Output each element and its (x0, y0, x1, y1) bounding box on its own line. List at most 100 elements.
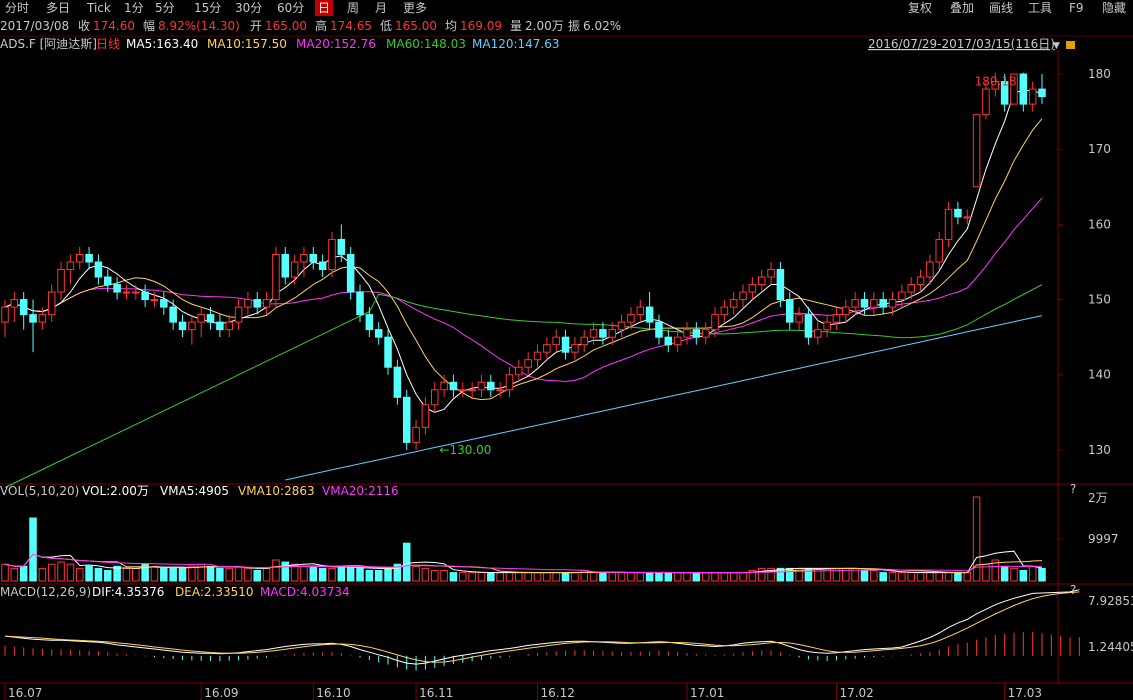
vol-bar-1 (10, 567, 19, 582)
vol-bar-65 (608, 572, 617, 582)
vol-bar-53 (496, 572, 504, 582)
vol-bar-29 (272, 559, 280, 582)
ma5-line (4, 90, 1043, 413)
macd-legend-2: MACD:4.03734 (260, 585, 350, 599)
vol-bar-67 (627, 572, 635, 582)
vol-bar-100 (935, 572, 944, 582)
candle-body-73 (683, 329, 691, 338)
period-tab-10[interactable]: 月 (375, 1, 388, 15)
candle-body-13 (122, 291, 131, 294)
quote-value-0: 2017/03/08 (0, 19, 69, 33)
candle-body-27 (253, 299, 262, 308)
vol-bar-15 (141, 563, 149, 582)
candle-body-1 (10, 299, 19, 308)
price-tick-1: 140 (1088, 368, 1111, 382)
vol-bar-52 (487, 572, 495, 582)
candle-body-30 (281, 253, 290, 278)
candle-body-49 (459, 389, 467, 392)
vol-bar-55 (515, 572, 523, 582)
period-tab-8[interactable]: 日 (315, 0, 334, 16)
candle-body-82 (767, 269, 775, 278)
vol-bar-78 (729, 572, 738, 582)
vol-bar-106 (991, 559, 1000, 582)
candle-body-78 (729, 299, 738, 308)
toolbar-action-5[interactable]: 隐藏 (1102, 1, 1127, 15)
candle-body-75 (701, 329, 710, 338)
candle-body-95 (888, 299, 897, 308)
period-tab-9[interactable]: 周 (347, 1, 360, 15)
vol-bar-35 (328, 567, 336, 582)
vol-legend-label: VOL(5,10,20) (0, 484, 79, 498)
candle-body-110 (1028, 88, 1037, 105)
period-tab-3[interactable]: 1分 (124, 1, 144, 15)
ma-legend-1: MA10:157.50 (207, 37, 287, 51)
candle-body-109 (1019, 73, 1028, 105)
candle-body-81 (757, 276, 766, 286)
toolbar-action-1[interactable]: 叠加 (950, 1, 975, 15)
symbol-label: ADS.F [阿迪达斯] (0, 37, 97, 51)
candle-body-24 (225, 321, 233, 331)
vol-bar-66 (617, 572, 626, 582)
candle-body-77 (720, 306, 729, 316)
period-tab-11[interactable]: 更多 (403, 1, 428, 15)
candle-body-3 (29, 314, 37, 323)
dea-line (4, 591, 1080, 663)
vol-bar-11 (103, 570, 112, 582)
candle-body-52 (487, 381, 495, 391)
vol-bar-75 (701, 572, 710, 582)
candle-body-29 (272, 253, 280, 301)
candle-body-64 (599, 329, 607, 338)
vol-bar-38 (356, 567, 364, 582)
vol-bar-87 (814, 567, 822, 582)
period-tab-1[interactable]: 多日 (46, 1, 71, 15)
candle-body-66 (617, 321, 626, 331)
period-tab-4[interactable]: 5分 (155, 1, 175, 15)
candle-body-53 (496, 389, 504, 392)
vol-bar-97 (907, 572, 915, 582)
vol-bar-19 (178, 567, 187, 582)
candle-body-71 (664, 336, 673, 346)
macd-help-icon: ? (1070, 583, 1076, 597)
candle-body-42 (393, 366, 402, 398)
toolbar-action-3[interactable]: 工具 (1028, 1, 1053, 15)
period-tab-0[interactable]: 分时 (5, 1, 30, 15)
period-tab-6[interactable]: 30分 (235, 1, 263, 15)
vol-bar-56 (524, 572, 532, 582)
vol-bar-9 (85, 565, 93, 582)
vol-bar-25 (234, 565, 243, 582)
vol-bar-96 (898, 572, 906, 582)
candle-body-59 (552, 336, 560, 346)
candle-body-6 (57, 269, 65, 293)
candle-body-45 (421, 404, 430, 428)
vol-bar-14 (132, 567, 140, 582)
toolbar-action-2[interactable]: 画线 (989, 1, 1014, 15)
vol-bar-49 (459, 572, 467, 582)
vol-bar-39 (365, 570, 374, 582)
candle-body-63 (589, 329, 598, 338)
vol-bar-40 (374, 570, 383, 582)
candle-body-25 (234, 306, 243, 323)
price-tick-5: 180 (1088, 67, 1111, 81)
period-tab-5[interactable]: 15分 (194, 1, 222, 15)
candle-body-40 (374, 329, 383, 338)
vol-bar-82 (767, 567, 775, 582)
vol-tick-0: 2万 (1088, 491, 1108, 505)
candle-body-0 (1, 306, 9, 323)
candle-body-15 (141, 291, 149, 301)
vol-bar-77 (720, 572, 729, 582)
vol-bar-12 (113, 565, 121, 582)
vol-bar-33 (309, 565, 318, 582)
candle-body-91 (851, 299, 859, 308)
candle-body-44 (412, 426, 420, 443)
candle-body-35 (328, 238, 336, 271)
toolbar-action-4[interactable]: F9 (1069, 1, 1084, 15)
period-tab-2[interactable]: Tick (87, 1, 111, 15)
vol-bar-76 (711, 572, 719, 582)
vol-legend-2: VMA10:2863 (238, 484, 315, 498)
quote-label-7: 量 (510, 19, 522, 33)
vol-bar-60 (561, 572, 570, 582)
vol-bar-58 (543, 572, 551, 582)
candle-body-23 (216, 321, 224, 331)
period-tab-7[interactable]: 60分 (277, 1, 305, 15)
toolbar-action-0[interactable]: 复权 (908, 1, 933, 15)
